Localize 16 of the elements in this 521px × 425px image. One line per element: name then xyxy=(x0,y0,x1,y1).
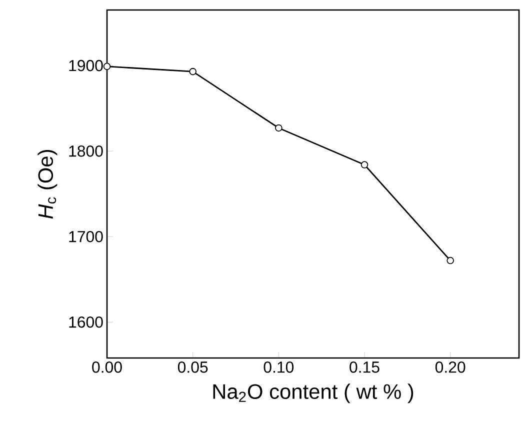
point xyxy=(275,124,282,132)
y-tick-label: 1600 xyxy=(69,316,103,328)
x-tick-label: 0.15 xyxy=(350,362,380,373)
x-tick-label: 0.10 xyxy=(264,362,294,373)
x-axis-title: Na$_{2}$O content ( wt % ) xyxy=(213,384,414,404)
point xyxy=(189,68,196,76)
x-tick-label: 0.20 xyxy=(435,362,466,373)
point xyxy=(103,62,111,70)
point xyxy=(360,161,368,168)
point xyxy=(446,256,454,264)
x-tick-label: 0.05 xyxy=(178,362,208,373)
y-tick-label: 1700 xyxy=(69,230,103,242)
y-tick-label: 1800 xyxy=(69,145,103,157)
x-tick-label: 0.00 xyxy=(92,362,122,373)
y-tick-label: 1900 xyxy=(69,60,103,72)
y-axis-title: H$_{c}$ (Oe) xyxy=(38,150,58,219)
